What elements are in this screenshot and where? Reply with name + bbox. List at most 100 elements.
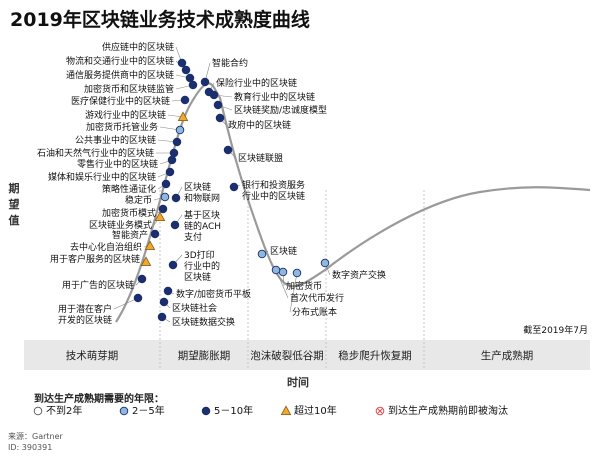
data-point (188, 80, 198, 90)
data-point (209, 90, 219, 100)
data-point (175, 125, 185, 135)
data-point (292, 268, 302, 278)
legend-marker (119, 406, 129, 416)
point-labels: 供应链中的区块链物流和交通行业中的区块链通信服务提供商中的区块链加密货币和区块链… (37, 41, 386, 328)
point-label: 智能合约 (212, 57, 248, 69)
point-label: 分布式账本 (292, 306, 337, 318)
data-point (181, 65, 191, 75)
point-label: 智能资产 (112, 229, 148, 241)
data-point (180, 95, 190, 105)
point-label: 用于潜在客户开发的区块链 (58, 303, 112, 326)
legend-label: 不到2年 (46, 404, 82, 417)
data-point (165, 167, 175, 177)
point-label: 稳定币 (125, 194, 152, 206)
point-label: 教育行业中的区块链 (234, 91, 315, 103)
as-of-note: 截至2019年7月 (523, 324, 588, 336)
point-label: 区块链联盟 (238, 152, 283, 164)
data-point (200, 77, 210, 87)
phase-label: 生产成熟期 (481, 349, 534, 362)
data-point (160, 192, 170, 202)
legend-marker (201, 406, 211, 416)
data-point (161, 179, 171, 189)
data-point (213, 100, 223, 110)
point-label: 公共事业中的区块链 (75, 134, 156, 146)
point-label: 零售行业中的区块链 (77, 158, 158, 170)
point-label: 区块链数据交换 (172, 316, 235, 328)
data-point (144, 240, 156, 251)
data-point (171, 193, 181, 203)
legend-label: 5－10年 (214, 404, 253, 417)
phase-label: 稳步爬升恢复期 (338, 349, 412, 362)
point-label: 政府中的区块链 (228, 119, 291, 131)
point-label: 用于客户服务的区块链 (50, 253, 140, 265)
point-label: 用于广告的区块链 (62, 279, 134, 291)
data-point (271, 265, 281, 275)
doc-id: ID: 390391 (8, 443, 52, 452)
data-point (140, 256, 152, 267)
point-label: 媒体和娱乐行业中的区块链 (48, 171, 156, 183)
data-point (278, 267, 288, 277)
point-label: 数字资产交换 (332, 269, 386, 281)
data-points (133, 58, 330, 322)
data-point (229, 182, 239, 192)
point-label: 区块链奖励/忠诚度模型 (234, 104, 327, 116)
data-point (154, 211, 166, 222)
data-point (177, 58, 187, 68)
point-label: 去中心化自治组织 (70, 241, 142, 253)
leader-line (113, 297, 139, 310)
point-label: 策略性通证化 (102, 183, 156, 195)
point-label: 游戏行业中的区块链 (85, 109, 166, 121)
phase-label: 泡沫破裂低谷期 (250, 349, 324, 362)
leader-line (289, 272, 298, 313)
source-note: 来源：Gartner (8, 432, 64, 441)
data-point (137, 274, 147, 284)
data-point (169, 148, 179, 158)
y-axis-label-char: 值 (9, 213, 20, 227)
legend-marker (33, 406, 43, 416)
point-label: 区块链 (270, 245, 297, 257)
data-point (257, 249, 267, 259)
y-axis-label-char: 期 (9, 181, 20, 195)
data-point (158, 204, 168, 214)
data-point (159, 297, 169, 307)
point-label: 首次代币发行 (290, 292, 344, 304)
x-axis-label: 时间 (287, 375, 309, 389)
legend-label: 到达生产成熟期前即被淘汰 (388, 404, 508, 417)
data-point (185, 73, 195, 83)
phase-label: 技术萌芽期 (66, 349, 119, 362)
point-label: 物流和交通行业中的区块链 (66, 55, 174, 67)
data-point (168, 260, 178, 270)
data-point (170, 220, 180, 230)
legend-marker-cross (377, 408, 383, 414)
point-label: 通信服务提供商中的区块链 (66, 69, 174, 81)
point-label: 区块链和物联网 (184, 181, 220, 204)
data-point (163, 286, 173, 296)
data-point (177, 111, 189, 121)
legend-title: 到达生产成熟期需要的年限： (34, 392, 164, 405)
y-axis-label: 期望值 (9, 181, 20, 227)
point-label: 加密货币 (286, 280, 322, 292)
data-point (150, 229, 160, 239)
point-label: 医疗保健行业中的区块链 (71, 95, 170, 107)
phase-labels: 技术萌芽期 期望膨胀期 泡沫破裂低谷期 稳步爬升恢复期 生产成熟期 (66, 349, 534, 362)
data-point (157, 312, 167, 322)
data-point (172, 137, 182, 147)
point-label: 石油和天然气行业中的区块链 (37, 147, 154, 159)
point-label: 银行和投资服务行业中的区块链 (242, 179, 305, 202)
point-label: 基于区块链的ACH 支付 (184, 209, 221, 243)
phase-band (24, 340, 590, 370)
data-point (133, 293, 143, 303)
point-label: 保险行业中的区块链 (216, 77, 297, 89)
point-label: 数字/加密货币平板 (176, 288, 251, 300)
data-point (167, 155, 177, 165)
y-axis-label-char: 望 (9, 197, 20, 211)
leader-line (275, 269, 289, 299)
legend-label: 2－5年 (132, 404, 165, 417)
point-label: 区块链社会 (172, 302, 217, 314)
data-point (223, 145, 233, 155)
data-point (320, 258, 330, 268)
chart-title: 2019年区块链业务技术成熟度曲线 (10, 8, 310, 31)
point-label: 3D打印行业中的区块链 (184, 249, 220, 283)
